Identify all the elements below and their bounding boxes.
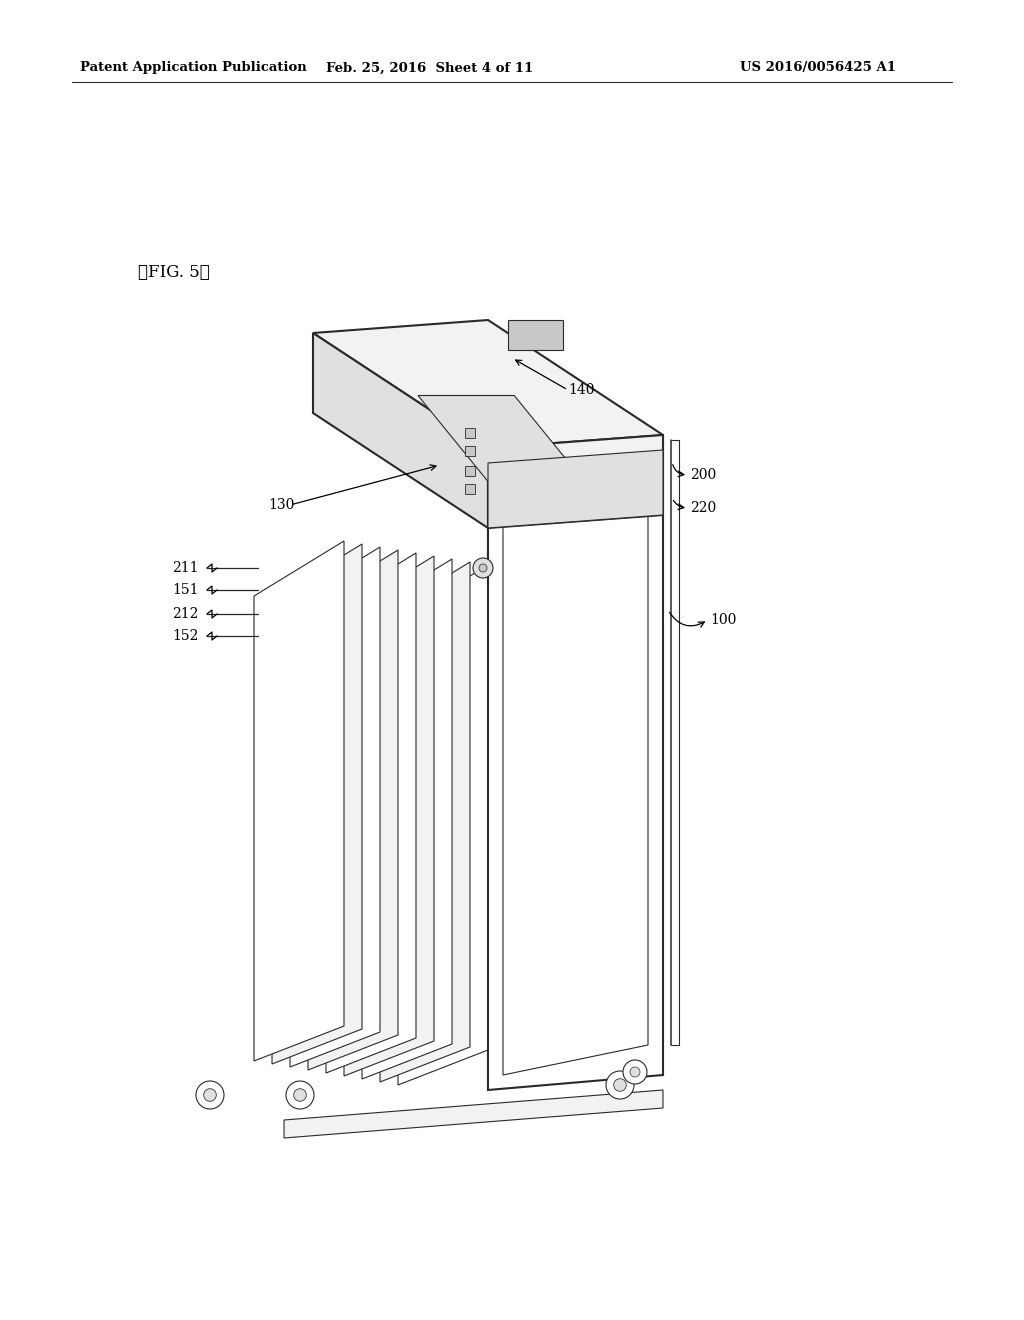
Polygon shape: [284, 1090, 663, 1138]
Circle shape: [630, 1067, 640, 1077]
Circle shape: [204, 1089, 216, 1101]
Circle shape: [606, 1071, 634, 1100]
Circle shape: [286, 1081, 314, 1109]
Polygon shape: [465, 484, 475, 494]
Polygon shape: [508, 319, 563, 350]
Text: 220: 220: [690, 502, 716, 515]
Text: 100: 100: [710, 612, 736, 627]
Text: Patent Application Publication: Patent Application Publication: [80, 62, 307, 74]
Polygon shape: [313, 319, 663, 447]
Polygon shape: [465, 428, 475, 438]
Polygon shape: [344, 556, 434, 1076]
Polygon shape: [465, 446, 475, 455]
Circle shape: [623, 1060, 647, 1084]
Circle shape: [294, 1089, 306, 1101]
Polygon shape: [418, 396, 602, 503]
Polygon shape: [308, 550, 398, 1071]
Polygon shape: [398, 565, 488, 1085]
Text: 【FIG. 5】: 【FIG. 5】: [138, 264, 210, 281]
Polygon shape: [488, 436, 663, 1090]
Text: 130: 130: [268, 498, 294, 512]
Text: 212: 212: [172, 607, 199, 620]
Polygon shape: [488, 436, 663, 528]
Text: 140: 140: [568, 383, 595, 397]
Circle shape: [473, 558, 493, 578]
Text: 200: 200: [690, 469, 716, 482]
Polygon shape: [326, 553, 416, 1073]
Polygon shape: [380, 562, 470, 1082]
Text: Feb. 25, 2016  Sheet 4 of 11: Feb. 25, 2016 Sheet 4 of 11: [327, 62, 534, 74]
Polygon shape: [362, 558, 452, 1078]
Polygon shape: [465, 466, 475, 477]
Polygon shape: [290, 546, 380, 1067]
Circle shape: [479, 564, 487, 572]
Polygon shape: [254, 541, 344, 1061]
Circle shape: [613, 1078, 627, 1092]
Text: 152: 152: [172, 630, 199, 643]
Polygon shape: [272, 544, 362, 1064]
Circle shape: [196, 1081, 224, 1109]
Polygon shape: [313, 333, 488, 528]
Text: US 2016/0056425 A1: US 2016/0056425 A1: [740, 62, 896, 74]
Text: 211: 211: [172, 561, 199, 576]
Polygon shape: [488, 450, 663, 528]
Text: 151: 151: [172, 583, 199, 597]
